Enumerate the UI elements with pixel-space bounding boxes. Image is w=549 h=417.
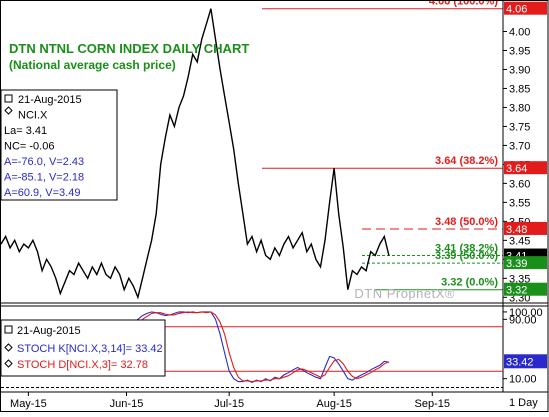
y-tick-label-6: 3.70 xyxy=(509,140,530,152)
stoch-value-tag-bg xyxy=(504,354,547,369)
info-line-2: La= 3.41 xyxy=(4,125,47,137)
info-line-3: NC= -0.06 xyxy=(4,141,54,153)
y-tick-label-4: 3.80 xyxy=(509,102,530,114)
price-line xyxy=(0,8,390,300)
info-line-1: NCI.X xyxy=(18,110,48,122)
level-label-1: 3.64 (38.2%) xyxy=(435,155,498,167)
chart-title: DTN NTNL CORN INDEX DAILY CHART xyxy=(9,41,249,56)
stoch-date: 21-Aug-2015 xyxy=(17,325,81,337)
axis-tag-bg-0 xyxy=(504,1,547,15)
stoch-legend-0: STOCH K[NCI.X,3,14]= 33.42 xyxy=(17,343,163,355)
info-line-6: A=60.9, V=3.49 xyxy=(4,187,80,199)
x-tick-label-3: Aug-15 xyxy=(316,398,351,410)
level-label-4: 3.39 (50.0%) xyxy=(435,250,498,262)
axis-tag-4: 3.39 xyxy=(506,258,527,270)
level-label-3: 3.41 (38.2%) xyxy=(435,243,498,255)
level-label-2: 3.48 (50.0%) xyxy=(435,216,498,228)
axis-tag-1: 3.64 xyxy=(506,163,527,175)
x-tick-label-2: Jul-15 xyxy=(214,398,244,410)
axis-tag-bg-2 xyxy=(504,221,547,235)
level-label-0: 4.06 (100.0%) xyxy=(429,0,498,8)
stoch-value-tag: 33.42 xyxy=(506,356,534,368)
period-label: 1 Day xyxy=(509,397,538,409)
info-line-4: A=-76.0, V=2.43 xyxy=(4,156,84,168)
info-line-0: 21-Aug-2015 xyxy=(18,94,82,106)
stoch-diamond-icon-0 xyxy=(4,343,13,352)
y-tick-label-11: 3.45 xyxy=(509,235,530,247)
axis-tag-0: 4.06 xyxy=(506,4,527,16)
x-tick-label-4: Sep-15 xyxy=(415,398,450,410)
stoch-legend-1: STOCH D[NCI.X,3]= 32.78 xyxy=(17,359,148,371)
stoch-y-tick-label-1: 90.00 xyxy=(509,314,537,326)
y-tick-label-1: 3.95 xyxy=(509,45,530,57)
axis-tag-5: 3.32 xyxy=(506,285,527,297)
x-tick-label-1: Jun-15 xyxy=(110,398,144,410)
y-tick-label-13: 3.35 xyxy=(509,273,530,285)
diamond-icon xyxy=(4,106,13,115)
x-tick-label-0: May-15 xyxy=(10,398,47,410)
y-tick-label-3: 3.85 xyxy=(509,83,530,95)
watermark: DTN ProphetX® xyxy=(354,286,455,301)
stoch-y-tick-label-0: 100.00 xyxy=(509,307,543,319)
axis-tag-bg-4 xyxy=(504,256,547,270)
info-collapse-icon xyxy=(4,94,13,103)
y-tick-label-8: 3.60 xyxy=(509,178,530,190)
stoch-y-tick-label-2: 10.00 xyxy=(509,374,537,386)
chart-subtitle: (National average cash price) xyxy=(9,58,176,72)
info-line-5: A=-85.1, V=2.18 xyxy=(4,172,84,184)
y-tick-label-5: 3.75 xyxy=(509,121,530,133)
axis-tag-bg-1 xyxy=(504,161,547,175)
axis-tag-2: 3.48 xyxy=(506,224,527,236)
stoch-legend-box xyxy=(0,319,166,377)
info-box xyxy=(0,89,118,201)
y-tick-label-0: 4.00 xyxy=(509,26,530,38)
stoch-collapse-icon xyxy=(4,325,13,334)
y-tick-label-2: 3.90 xyxy=(509,64,530,76)
stoch-diamond-icon-1 xyxy=(4,359,13,368)
level-label-5: 3.32 (0.0%) xyxy=(441,277,498,289)
y-tick-label-9: 3.55 xyxy=(509,197,530,209)
axis-tag-bg-5 xyxy=(504,282,547,296)
